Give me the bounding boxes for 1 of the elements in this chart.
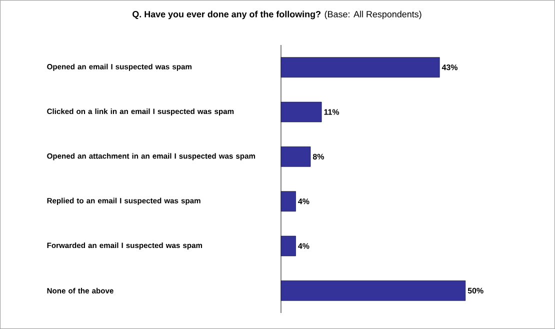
- chart-title: Q. Have you ever done any of the following? (Base: All Respondents): [132, 10, 422, 20]
